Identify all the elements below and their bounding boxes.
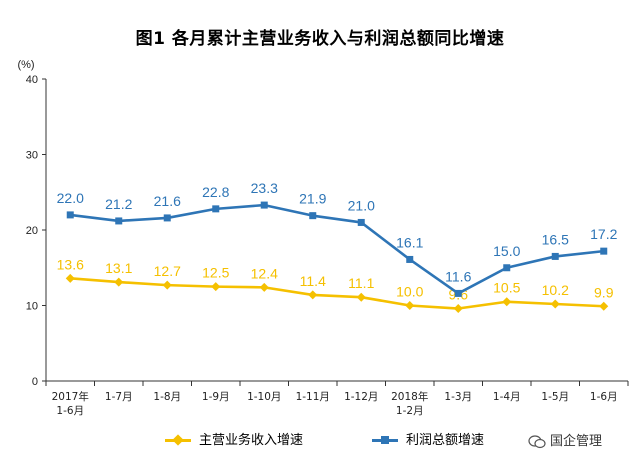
chart-title: 图1 各月累计主营业务收入与利润总额同比增速 xyxy=(135,29,505,49)
data-point-profit xyxy=(406,255,414,263)
series-line-1 xyxy=(70,203,604,295)
legend-swatch-revenue xyxy=(165,434,191,446)
data-label-revenue: 11.4 xyxy=(300,273,326,289)
x-tick-label: 1-5月 xyxy=(541,391,569,403)
data-point-profit xyxy=(66,211,74,219)
y-axis-unit: (%) xyxy=(17,59,34,71)
data-point-profit xyxy=(551,252,559,260)
y-tick-label: 40 xyxy=(26,74,38,86)
legend-item-profit: 利润总额增速 xyxy=(372,429,484,448)
x-tick-label: 1-4月 xyxy=(493,391,521,403)
data-point-revenue xyxy=(502,297,512,307)
data-label-revenue: 9.9 xyxy=(594,284,614,300)
x-tick-label: 1-6月 xyxy=(56,405,84,417)
data-label-profit: 21.0 xyxy=(348,197,375,213)
data-point-profit xyxy=(309,212,317,220)
data-point-revenue xyxy=(162,280,172,290)
data-label-revenue: 13.6 xyxy=(57,256,84,272)
data-label-profit: 21.6 xyxy=(154,193,181,209)
x-tick-label: 1-10月 xyxy=(247,391,281,403)
legend-label-profit: 利润总额增速 xyxy=(406,433,485,448)
data-label-revenue: 12.5 xyxy=(202,265,229,281)
data-point-revenue xyxy=(308,290,318,300)
data-label-profit: 21.9 xyxy=(299,191,326,207)
data-point-profit xyxy=(163,214,171,222)
watermark-text: 国企管理 xyxy=(550,434,603,449)
data-point-revenue xyxy=(356,292,366,302)
data-point-profit xyxy=(454,289,462,297)
data-point-profit xyxy=(600,247,608,255)
data-label-profit: 22.0 xyxy=(57,190,84,206)
data-label-revenue: 10.0 xyxy=(396,284,423,300)
data-label-profit: 15.0 xyxy=(493,243,520,259)
data-label-revenue: 12.7 xyxy=(154,263,181,279)
x-tick-label: 2018年 xyxy=(391,390,428,403)
y-tick-label: 30 xyxy=(26,150,38,162)
x-tick-label: 2017年 xyxy=(52,390,89,403)
data-point-revenue xyxy=(453,304,463,314)
data-label-revenue: 10.5 xyxy=(493,280,520,296)
data-point-revenue xyxy=(550,299,560,309)
data-label-profit: 17.2 xyxy=(590,226,617,242)
data-point-profit xyxy=(503,264,511,272)
data-point-revenue xyxy=(405,301,415,310)
data-point-revenue xyxy=(599,301,609,311)
data-label-revenue: 10.2 xyxy=(542,282,569,298)
y-tick-label: 10 xyxy=(26,301,38,313)
data-label-revenue: 12.4 xyxy=(251,265,278,281)
data-point-revenue xyxy=(259,282,269,292)
data-label-profit: 21.2 xyxy=(105,196,132,212)
data-point-profit xyxy=(357,218,365,226)
x-tick-label: 1-2月 xyxy=(396,405,424,417)
x-tick-label: 1-7月 xyxy=(105,391,133,403)
data-point-profit xyxy=(115,217,123,225)
data-label-revenue: 11.1 xyxy=(348,275,374,291)
x-tick-label: 1-8月 xyxy=(153,391,181,403)
data-label-profit: 16.5 xyxy=(542,231,569,247)
data-label-revenue: 13.1 xyxy=(105,260,132,276)
data-label-profit: 23.3 xyxy=(251,180,278,196)
data-label-profit: 16.1 xyxy=(396,234,423,250)
wechat-icon xyxy=(528,434,546,448)
x-tick-label: 1-11月 xyxy=(296,391,330,403)
watermark: 国企管理 xyxy=(528,430,602,449)
y-tick-label: 0 xyxy=(32,376,38,388)
data-label-profit: 22.8 xyxy=(202,184,229,200)
x-tick-label: 1-12月 xyxy=(344,391,378,403)
y-tick-label: 20 xyxy=(26,225,38,237)
legend-item-revenue: 主营业务收入增速 xyxy=(165,429,303,448)
x-tick-label: 1-6月 xyxy=(590,391,618,403)
series-line-0 xyxy=(70,277,604,310)
data-label-profit: 11.6 xyxy=(445,268,471,284)
data-point-profit xyxy=(212,205,220,213)
data-point-profit xyxy=(260,201,268,209)
data-point-revenue xyxy=(114,277,124,287)
x-tick-label: 1-3月 xyxy=(444,391,472,403)
data-point-revenue xyxy=(65,273,75,283)
legend-swatch-profit xyxy=(372,436,398,444)
legend-label-revenue: 主营业务收入增速 xyxy=(199,433,304,448)
x-tick-label: 1-9月 xyxy=(202,391,230,403)
data-point-revenue xyxy=(211,282,221,292)
